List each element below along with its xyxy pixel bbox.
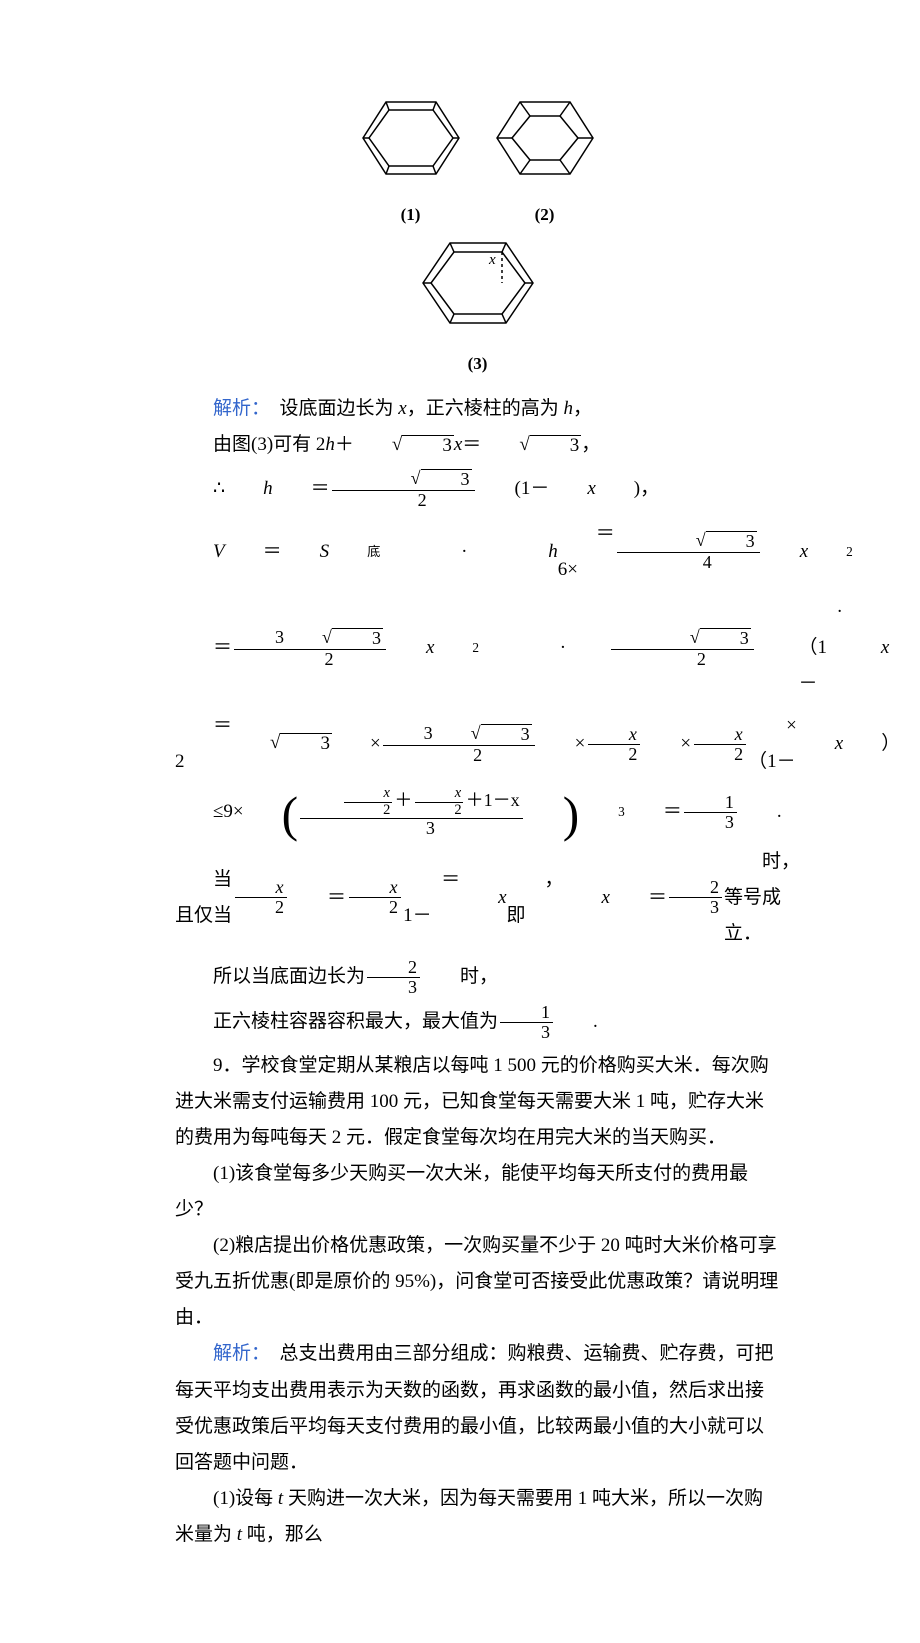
figures-block: (1) (2) [175,90,780,381]
figure-row-1: (1) (2) [175,90,780,231]
analysis-line-1: 解析： 设底面边长为 x，正六棱柱的高为 h， [175,391,780,427]
frac-sqrt3-4: √3 4 [617,531,760,572]
hexagon-prism-2 [490,90,600,188]
analysis-line-5: ＝ 3√3 2 x2 · √3 2 ·（1－x） [175,594,780,702]
frac-3sqrt3-2a: 3√3 2 [234,628,386,669]
problem-9-q2: (2)粮店提出价格优惠政策，一次购买量不少于 20 吨时大米价格可享受九五折优惠… [175,1228,780,1336]
frac-1-3b: 13 [500,1003,553,1042]
frac-sqrt3-2b: √3 2 [611,628,754,669]
frac-x-2d: x2 [348,878,401,917]
analysis-label-2: 解析： [213,1343,270,1364]
frac-3sqrt3-2b: 3√3 2 [383,724,535,765]
frac-x-2a: x2 [587,725,640,764]
analysis-line-3: ∴h＝ √3 2 (1－x)， [175,469,780,510]
frac-2-3b: 23 [367,958,420,997]
analysis-line-10: 正六棱柱容器容积最大，最大值为 13. [175,1003,780,1042]
x-label: x [488,252,496,268]
frac-sqrt3-2a: √3 2 [332,469,475,510]
problem-9-sol-1: (1)设每 t 天购进一次大米，因为每天需要用 1 吨大米，所以一次购米量为 t… [175,1481,780,1553]
figure-3: x (3) [413,233,543,380]
figure-2: (2) [490,90,600,231]
analysis-line-2: 由图(3)可有 2h＋√3x＝√3， [175,427,780,463]
big-frac: x2＋x2＋1－x 3 [300,786,523,837]
frac-x-2c: x2 [234,878,287,917]
sqrt-3a: √3 [354,435,454,457]
analysis-line-8: 当且仅当 x2＝ x2＝1－x，即 x＝ 23时，等号成立． [175,844,780,952]
figure-2-caption: (2) [490,199,600,231]
frac-2-3a: 23 [669,878,722,917]
figure-1: (1) [356,90,466,231]
figure-row-2: x (3) [175,233,780,380]
analysis-label: 解析： [213,398,270,419]
frac-1-3a: 13 [684,793,737,832]
figure-1-caption: (1) [356,199,466,231]
problem-9-q1: (1)该食堂每多少天购买一次大米，能使平均每天所支付的费用最少？ [175,1156,780,1228]
sqrt-3b: √3 [481,435,581,457]
analysis-line-7: ≤9× ( x2＋x2＋1－x 3 )3＝ 13. [175,786,780,837]
figure-3-caption: (3) [413,348,543,380]
analysis-line-6: ＝2√3× 3√3 2 × x2× x2×（1－x） [175,708,780,780]
frac-x-2b: x2 [693,725,746,764]
problem-9-analysis: 解析： 总支出费用由三部分组成：购粮费、运输费、贮存费，可把每天平均支出费用表示… [175,1336,780,1480]
analysis-line-9: 所以当底面边长为 23时， [175,958,780,997]
analysis-line-4: V＝S底 · h＝6× √3 4 x2 · h [175,516,780,588]
hexagon-prism-3: x [413,233,543,337]
hexagon-prism-1 [356,90,466,188]
problem-9-stem: 9．学校食堂定期从某粮店以每吨 1 500 元的价格购买大米．每次购进大米需支付… [175,1048,780,1156]
